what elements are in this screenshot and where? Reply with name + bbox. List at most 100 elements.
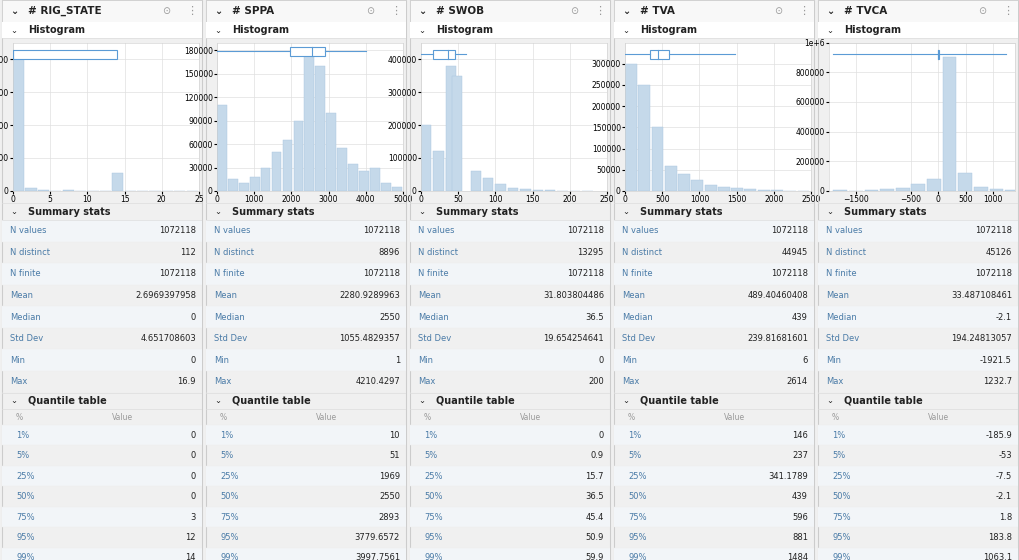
Bar — [391, 187, 401, 191]
Text: N distinct: N distinct — [825, 248, 865, 257]
Text: 146: 146 — [792, 431, 807, 440]
Bar — [613, 548, 813, 560]
Text: %: % — [628, 413, 635, 422]
Text: 75%: 75% — [220, 512, 238, 521]
Text: 99%: 99% — [16, 553, 35, 560]
Text: 3: 3 — [191, 512, 196, 521]
Text: 75%: 75% — [628, 512, 646, 521]
Text: Summary stats: Summary stats — [28, 207, 110, 217]
Bar — [293, 120, 303, 191]
Text: 1.8: 1.8 — [998, 512, 1011, 521]
Bar — [613, 306, 813, 328]
Text: Median: Median — [214, 312, 245, 321]
Text: ⌄: ⌄ — [622, 6, 630, 16]
Text: Min: Min — [214, 356, 229, 365]
Text: Max: Max — [825, 377, 843, 386]
Text: 1072118: 1072118 — [770, 269, 807, 278]
Text: 1072118: 1072118 — [567, 269, 603, 278]
Text: 1072118: 1072118 — [770, 226, 807, 235]
Bar — [757, 190, 769, 191]
Bar — [206, 507, 406, 528]
Text: 1072118: 1072118 — [974, 226, 1011, 235]
Text: 439: 439 — [792, 312, 807, 321]
Text: ⌄: ⌄ — [214, 207, 221, 216]
Text: Quantile table: Quantile table — [639, 396, 718, 406]
Text: # TVCA: # TVCA — [843, 6, 887, 16]
Text: 0: 0 — [598, 431, 603, 440]
Bar — [445, 158, 455, 191]
Bar — [817, 306, 1017, 328]
Text: 1072118: 1072118 — [159, 269, 196, 278]
Text: Min: Min — [418, 356, 433, 365]
Text: 95%: 95% — [16, 533, 35, 542]
Text: 1072118: 1072118 — [159, 226, 196, 235]
Text: 1%: 1% — [220, 431, 233, 440]
Text: Mean: Mean — [10, 291, 33, 300]
Text: 12: 12 — [185, 533, 196, 542]
Bar — [532, 190, 542, 191]
Text: Median: Median — [622, 312, 652, 321]
Text: 36.5: 36.5 — [585, 492, 603, 501]
Bar — [410, 507, 609, 528]
Text: ⋮: ⋮ — [389, 6, 400, 16]
Bar — [451, 76, 462, 191]
Bar — [305, 50, 314, 191]
Text: ⌄: ⌄ — [418, 396, 425, 405]
Text: Quantile table: Quantile table — [28, 396, 107, 406]
Text: # SPPA: # SPPA — [231, 6, 274, 16]
Text: 1072118: 1072118 — [974, 269, 1011, 278]
Text: 5%: 5% — [220, 451, 233, 460]
Text: 75%: 75% — [832, 512, 850, 521]
Bar — [2, 349, 202, 371]
Text: 1072118: 1072118 — [363, 269, 399, 278]
Bar — [1005, 190, 1018, 191]
Text: 0: 0 — [191, 451, 196, 460]
Text: 50.9: 50.9 — [585, 533, 603, 542]
Text: -2.1: -2.1 — [995, 312, 1011, 321]
Text: 596: 596 — [792, 512, 807, 521]
Bar — [744, 189, 756, 191]
Text: 95%: 95% — [424, 533, 442, 542]
Text: Histogram: Histogram — [435, 25, 492, 35]
Text: 2550: 2550 — [379, 312, 399, 321]
Bar — [217, 105, 226, 191]
Text: 10: 10 — [389, 431, 399, 440]
Text: 2550: 2550 — [379, 492, 399, 501]
Text: 1%: 1% — [424, 431, 437, 440]
Bar — [770, 190, 783, 191]
Text: ⌄: ⌄ — [622, 26, 629, 35]
Text: Value: Value — [112, 413, 133, 422]
Bar — [271, 152, 281, 191]
Bar — [895, 188, 909, 191]
Text: 194.24813057: 194.24813057 — [951, 334, 1011, 343]
Bar — [261, 167, 270, 191]
Text: 1%: 1% — [628, 431, 641, 440]
Text: ⌄: ⌄ — [622, 207, 629, 216]
Text: N values: N values — [825, 226, 862, 235]
Text: 0: 0 — [191, 312, 196, 321]
Bar — [731, 188, 743, 191]
Text: 8896: 8896 — [378, 248, 399, 257]
Text: ⌄: ⌄ — [10, 207, 17, 216]
Bar — [62, 190, 73, 191]
Text: 31.803804486: 31.803804486 — [542, 291, 603, 300]
Bar — [2, 220, 202, 242]
Bar — [347, 164, 358, 191]
Text: Histogram: Histogram — [28, 25, 85, 35]
Text: 25%: 25% — [628, 472, 646, 480]
Bar — [817, 507, 1017, 528]
Text: Summary stats: Summary stats — [231, 207, 314, 217]
Text: -2.1: -2.1 — [995, 492, 1011, 501]
Text: Std Dev: Std Dev — [622, 334, 654, 343]
Text: 25%: 25% — [220, 472, 238, 480]
Bar — [613, 349, 813, 371]
Text: Min: Min — [10, 356, 25, 365]
Bar — [520, 189, 530, 191]
Text: Median: Median — [10, 312, 41, 321]
Text: 1%: 1% — [832, 431, 845, 440]
Bar — [613, 425, 813, 446]
Bar — [864, 190, 877, 191]
Bar — [38, 190, 49, 191]
Text: 183.8: 183.8 — [987, 533, 1011, 542]
Text: Histogram: Histogram — [231, 25, 288, 35]
